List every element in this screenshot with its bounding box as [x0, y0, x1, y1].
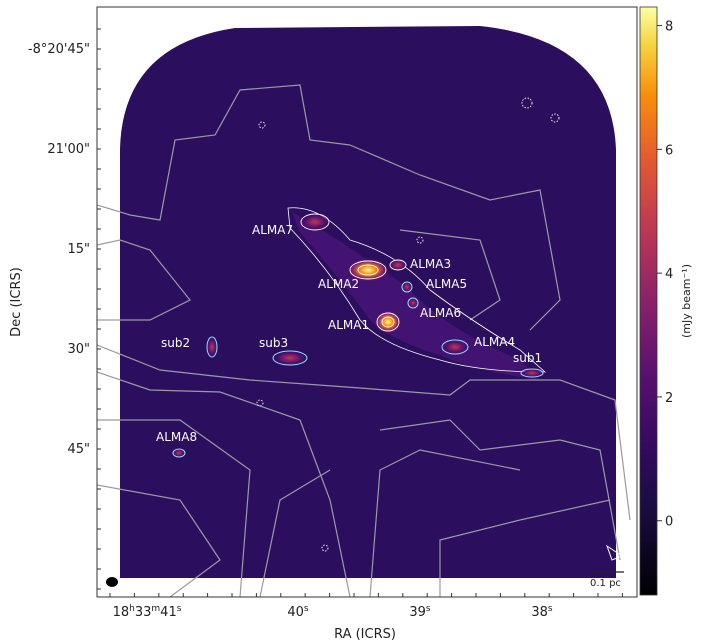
plot-frame	[96, 6, 638, 598]
y-tick-label: 30"	[67, 342, 90, 357]
beam-shape	[606, 544, 624, 561]
white-contour	[287, 207, 547, 373]
x-tick-label: 39s	[409, 604, 431, 620]
x-tick-label: 40s	[287, 604, 309, 620]
label-alma6: ALMA6	[420, 306, 461, 320]
filament	[292, 212, 540, 380]
label-alma7: ALMA7	[252, 223, 293, 237]
label-alma4: ALMA4	[474, 335, 515, 349]
y-tick-label: -8°20'45"	[28, 42, 90, 57]
y-tick-label: 15"	[67, 242, 90, 257]
y-tick-label: 45"	[67, 442, 90, 457]
x-tick-label: 18h33m41s	[113, 604, 182, 620]
colorbar-tick-label: 8	[665, 20, 673, 35]
label-alma3: ALMA3	[410, 257, 451, 271]
label-alma8: ALMA8	[156, 430, 197, 444]
x-tick-label: 38s	[531, 604, 553, 620]
label-alma2: ALMA2	[318, 277, 359, 291]
colorbar-tick-label: 4	[665, 267, 673, 282]
x-axis: 18h33m41s 40s 39s 38s RA (ICRS)	[113, 604, 553, 642]
y-axis: -8°20'45" 21'00" 15" 30" 45" Dec (ICRS)	[9, 42, 90, 457]
colorbar-label: (mJy beam⁻¹)	[680, 264, 693, 338]
negative-contours	[256, 97, 560, 552]
sources	[172, 213, 544, 458]
beam-ellipse	[106, 577, 118, 587]
y-axis-label: Dec (ICRS)	[9, 267, 24, 337]
label-sub1: sub1	[513, 351, 542, 365]
y-tick-label: 21'00"	[47, 142, 90, 157]
label-sub3: sub3	[259, 336, 288, 350]
colorbar-ticks: 0 2 4 6 8	[657, 20, 673, 530]
label-sub2: sub2	[161, 336, 190, 350]
scalebar-label: 0.1 pc	[590, 578, 621, 589]
label-alma1: ALMA1	[328, 318, 369, 332]
label-alma5: ALMA5	[426, 277, 467, 291]
gray-contours	[97, 84, 631, 597]
colorbar-tick-label: 2	[665, 391, 673, 406]
colorbar-tick-label: 6	[665, 143, 673, 158]
colorbar-tick-label: 0	[665, 515, 673, 530]
colorbar	[639, 6, 658, 596]
x-axis-label: RA (ICRS)	[334, 627, 396, 642]
